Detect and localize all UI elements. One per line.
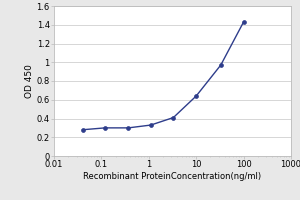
X-axis label: Recombinant ProteinConcentration(ng/ml): Recombinant ProteinConcentration(ng/ml) [83,172,262,181]
Y-axis label: OD 450: OD 450 [25,64,34,98]
